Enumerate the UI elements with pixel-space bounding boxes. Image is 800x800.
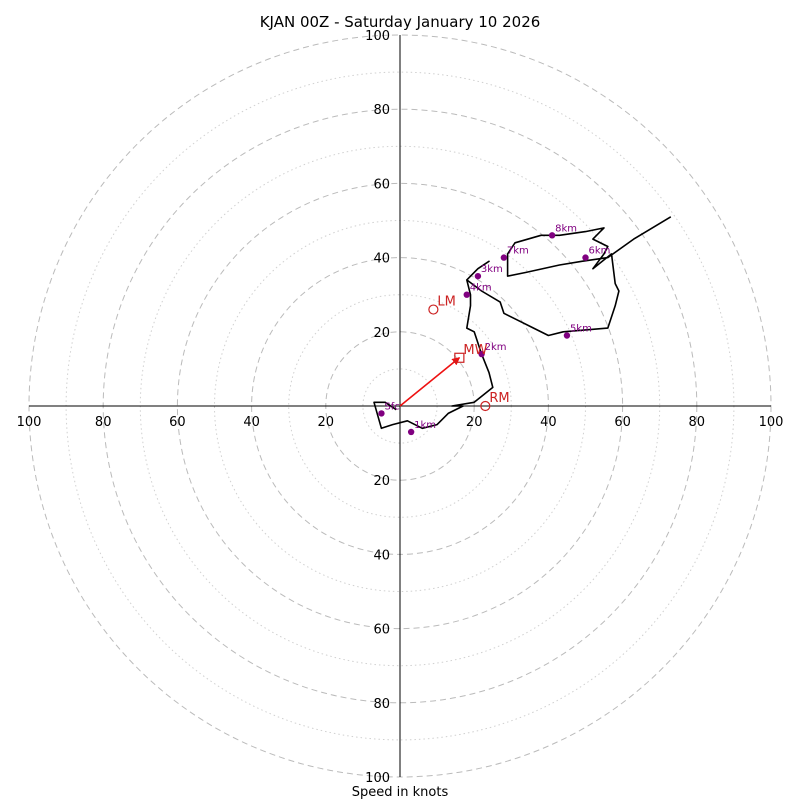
hodograph-line	[373, 216, 672, 430]
x-axis-label: Speed in knots	[352, 785, 449, 800]
height-marker-label: 5km	[570, 324, 592, 335]
height-marker-dot	[407, 428, 415, 436]
height-marker-label: 7km	[507, 246, 529, 257]
x-tick-label: 20	[466, 415, 483, 430]
shear-vector	[399, 357, 461, 407]
storm-motions: LM MW RM	[428, 295, 510, 412]
tick-labels: 100 80 60 40 20 20 40 60 80 100 20 40 60 80 100 20 40 60 8…	[17, 29, 784, 786]
height-marker-5km: 5km	[563, 324, 592, 339]
x-tick-label: 100	[759, 415, 784, 430]
motion-label: RM	[489, 391, 509, 406]
height-marker-dot	[474, 272, 482, 280]
y-tick-label: 40	[373, 252, 390, 267]
y-tick-label: 100	[365, 29, 390, 44]
x-tick-label: 80	[95, 415, 112, 430]
height-marker-label: 3km	[481, 264, 503, 275]
x-tick-label: 20	[318, 415, 335, 430]
y-tick-label: 80	[373, 103, 390, 118]
motion-rm: RM	[480, 391, 510, 412]
wind-trace	[373, 216, 672, 430]
height-marker-3km: 3km	[474, 264, 503, 280]
motion-lm: LM	[428, 295, 456, 315]
motion-marker	[480, 400, 491, 412]
x-tick-label: 80	[689, 415, 706, 430]
chart-title: KJAN 00Z - Saturday January 10 2026	[260, 13, 541, 31]
height-marker-2km: 2km	[478, 342, 507, 358]
y-tick-label: 40	[373, 548, 390, 563]
height-marker-dot	[563, 332, 571, 339]
x-tick-label: 60	[169, 415, 186, 430]
motion-mw: MW	[454, 343, 488, 363]
y-tick-label: 60	[373, 623, 390, 638]
x-tick-label: 60	[614, 415, 631, 430]
height-marker-dot	[548, 232, 556, 239]
x-tick-label: 40	[540, 415, 557, 430]
height-marker-label: Sfc	[384, 401, 399, 412]
height-markers: Sfc 1km 2km 3km 4km 5km 6km 7km 8km	[378, 223, 610, 436]
y-tick-label: 60	[373, 177, 390, 192]
height-marker-7km: 7km	[500, 246, 529, 261]
height-marker-1km: 1km	[407, 420, 436, 436]
motion-label: LM	[437, 295, 455, 310]
y-tick-label: 100	[365, 771, 390, 786]
y-tick-label: 80	[373, 697, 390, 712]
height-marker-dot	[378, 410, 385, 417]
height-marker-4km: 4km	[463, 283, 492, 298]
motion-marker	[428, 304, 439, 315]
height-marker-6km: 6km	[582, 246, 610, 261]
y-tick-label: 20	[373, 474, 390, 489]
height-marker-8km: 8km	[548, 223, 577, 239]
height-marker-dot	[463, 291, 470, 298]
motion-label: MW	[463, 343, 487, 358]
height-marker-label: 1km	[414, 420, 436, 431]
height-marker-label: 2km	[485, 342, 507, 353]
height-marker-label: 4km	[470, 283, 492, 294]
y-tick-label: 20	[373, 326, 390, 341]
height-marker-sfc: Sfc	[378, 401, 400, 417]
x-tick-label: 100	[17, 415, 42, 430]
height-marker-dot	[582, 254, 589, 261]
motion-marker	[454, 352, 465, 363]
x-tick-label: 40	[243, 415, 260, 430]
height-marker-dot	[478, 350, 485, 358]
height-marker-dot	[500, 254, 508, 261]
height-marker-label: 6km	[589, 246, 611, 257]
height-marker-label: 8km	[555, 223, 577, 234]
